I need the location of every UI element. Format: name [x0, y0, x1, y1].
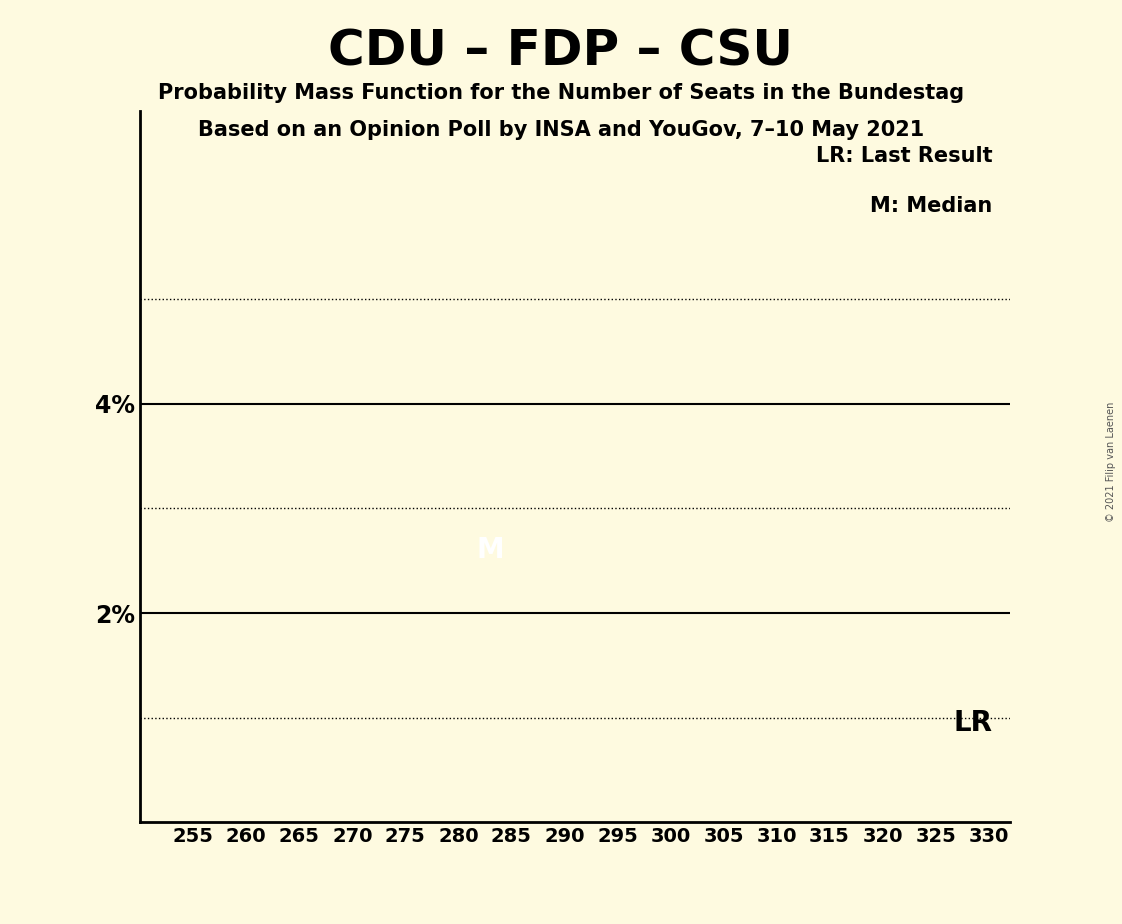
Text: LR: Last Result: LR: Last Result [816, 147, 993, 166]
Text: Based on an Opinion Poll by INSA and YouGov, 7–10 May 2021: Based on an Opinion Poll by INSA and You… [197, 120, 925, 140]
Text: Probability Mass Function for the Number of Seats in the Bundestag: Probability Mass Function for the Number… [158, 83, 964, 103]
Text: M: M [477, 536, 504, 565]
Text: M: Median: M: Median [871, 196, 993, 216]
Text: © 2021 Filip van Laenen: © 2021 Filip van Laenen [1106, 402, 1116, 522]
Text: LR: LR [954, 709, 993, 737]
Text: CDU – FDP – CSU: CDU – FDP – CSU [329, 28, 793, 76]
